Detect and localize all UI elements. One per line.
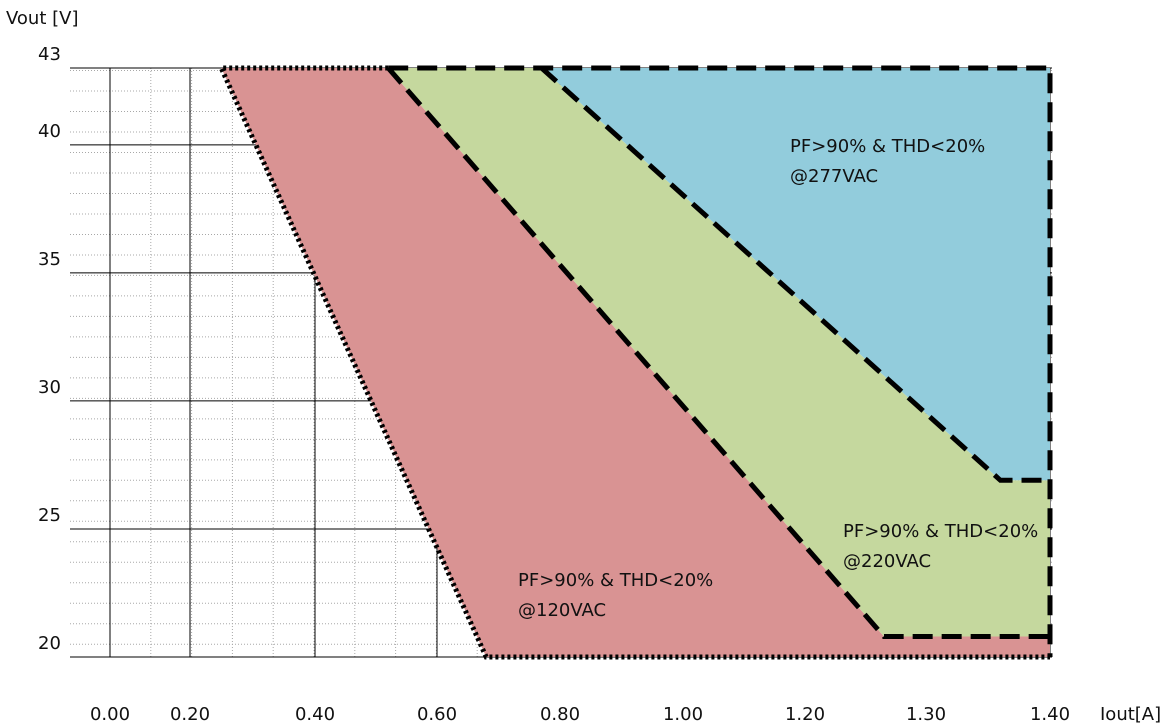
y-tick-label: 30 [38, 377, 61, 398]
axes: 0.00 0.20 0.40 0.60 0.80 1.00 1.20 1.30 1.40 20 25… [6, 8, 1161, 725]
y-tick-label: 40 [38, 121, 61, 142]
region-region_277 [541, 68, 1050, 481]
x-tick-label: 1.30 [906, 704, 946, 725]
region-label-region_277: @277VAC [790, 166, 878, 187]
region-boundaries [217, 65, 1053, 660]
dotted-boundary-0 [217, 65, 1050, 660]
region-label-region_120: @120VAC [518, 600, 606, 621]
x-tick-label: 0.00 [90, 704, 130, 725]
regions [221, 68, 1051, 657]
region-region_120 [221, 68, 1051, 657]
x-tick-label: 0.60 [417, 704, 457, 725]
dashed-boundary-0 [386, 66, 1050, 640]
region-label-region_220: PF>90% & THD<20% [843, 521, 1038, 542]
x-tick-label: 1.40 [1030, 704, 1070, 725]
x-tick-label: 0.20 [170, 704, 210, 725]
y-tick-label: 35 [38, 249, 61, 270]
x-axis-label: Iout[A] [1100, 704, 1161, 725]
y-tick-label: 25 [38, 505, 61, 526]
dashed-boundary-1 [539, 66, 1050, 483]
y-tick-label: 20 [38, 633, 61, 654]
region-label-region_120: PF>90% & THD<20% [518, 570, 713, 591]
region-region_220 [388, 68, 1050, 637]
annotations: PF>90% & THD<20% @120VAC PF>90% & THD<20% @… [518, 136, 1038, 621]
region-label-region_220: @220VAC [843, 551, 931, 572]
x-tick-label: 0.80 [540, 704, 580, 725]
y-axis-label: Vout [V] [6, 8, 78, 29]
dashed-boundary-2 [388, 65, 1053, 657]
region-label-region_277: PF>90% & THD<20% [790, 136, 985, 157]
x-tick-label: 0.40 [295, 704, 335, 725]
x-tick-label: 1.00 [663, 704, 703, 725]
x-tick-label: 1.20 [785, 704, 825, 725]
y-tick-label: 43 [38, 44, 61, 65]
